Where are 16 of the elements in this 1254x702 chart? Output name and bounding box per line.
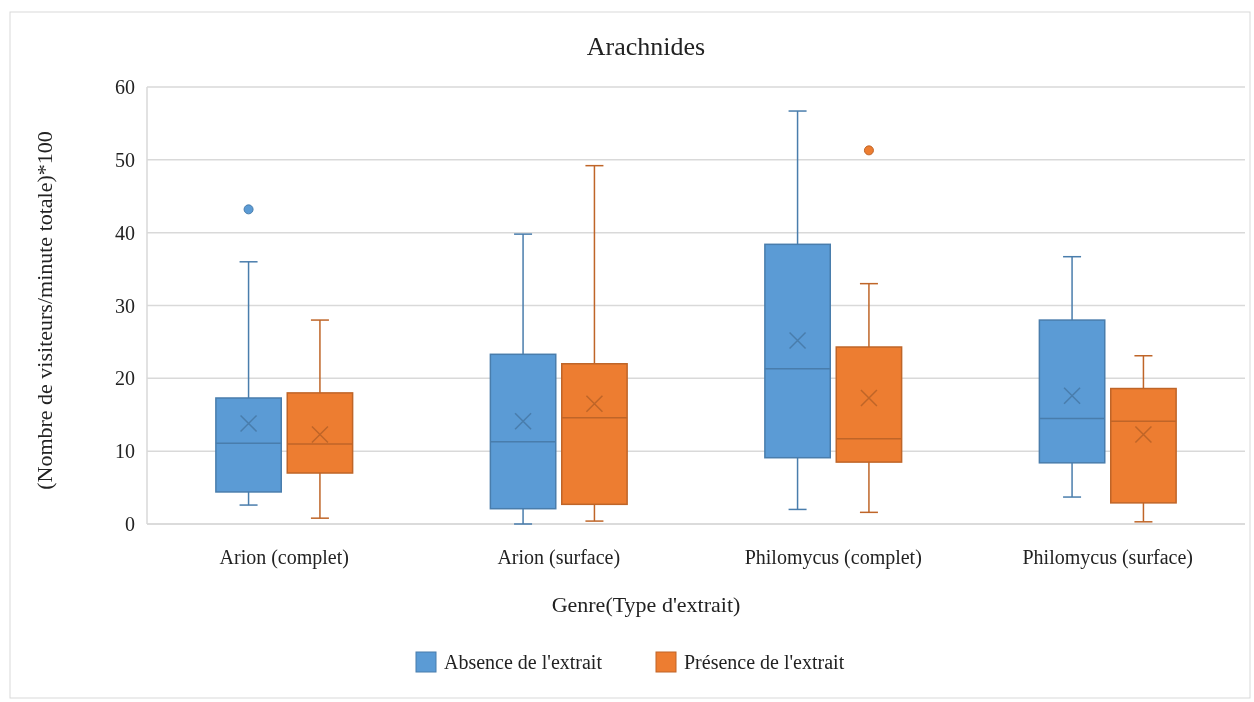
y-tick-label: 40 bbox=[115, 221, 135, 244]
y-tick-label: 60 bbox=[115, 76, 135, 98]
legend-label: Présence de l'extrait bbox=[684, 651, 845, 673]
x-tick-label: Arion (complet) bbox=[219, 546, 349, 569]
x-tick-label: Philomycus (surface) bbox=[1022, 546, 1194, 569]
y-tick-label: 50 bbox=[115, 148, 135, 171]
x-tick-label: Philomycus (complet) bbox=[744, 546, 922, 569]
legend-label: Absence de l'extrait bbox=[444, 651, 603, 673]
y-tick-label: 0 bbox=[125, 513, 135, 535]
y-tick-label: 10 bbox=[115, 440, 135, 463]
chart-title: Arachnides bbox=[586, 32, 706, 61]
y-axis-title: (Nombre de visiteurs/minute totale)*100 bbox=[32, 131, 57, 490]
x-axis-title: Genre(Type d'extrait) bbox=[551, 592, 741, 617]
y-tick-label: 20 bbox=[115, 367, 135, 390]
x-tick-label: Arion (surface) bbox=[497, 546, 621, 569]
y-tick-label: 30 bbox=[115, 294, 135, 317]
